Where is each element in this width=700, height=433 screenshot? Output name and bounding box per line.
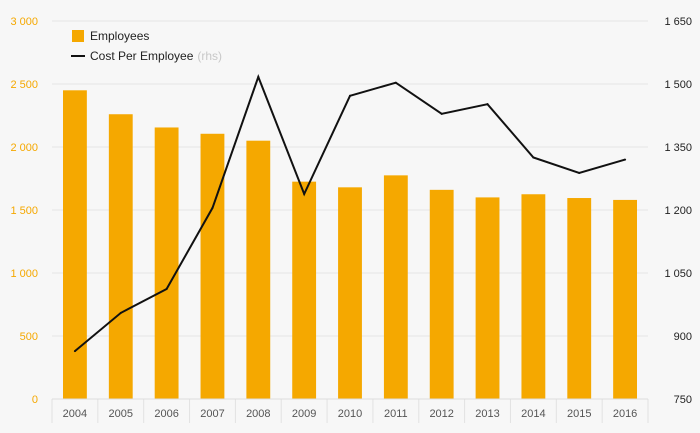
y-left-tick-label: 1 500 xyxy=(10,205,38,217)
x-tick-label: 2008 xyxy=(246,408,270,420)
bar-2006 xyxy=(154,127,179,399)
point-2007 xyxy=(211,206,214,209)
x-tick-label: 2010 xyxy=(338,408,362,420)
point-2009 xyxy=(303,193,306,196)
y-left-tick-label: 2 500 xyxy=(10,79,38,91)
bar-2010 xyxy=(338,187,362,399)
bar-2015 xyxy=(567,198,592,399)
bar-2004 xyxy=(63,90,87,400)
bar-2012 xyxy=(429,189,454,399)
legend-label-cost-per-employee: Cost Per Employee (rhs) xyxy=(90,49,222,63)
point-2014 xyxy=(532,156,535,159)
y-left-tick-label: 0 xyxy=(32,394,38,406)
x-tick-label: 2016 xyxy=(613,408,637,420)
legend-series-suffix: (rhs) xyxy=(197,49,222,63)
y-right-tick-label: 1 350 xyxy=(664,142,692,154)
y-left-tick-label: 3 000 xyxy=(10,16,38,28)
bar-2007 xyxy=(200,133,225,399)
bar-2011 xyxy=(383,175,408,399)
y-right-tick-label: 900 xyxy=(674,331,692,343)
legend: Employees Cost Per Employee (rhs) xyxy=(71,29,222,63)
y-right-tick-label: 1 050 xyxy=(664,268,692,280)
x-tick-label: 2007 xyxy=(200,408,224,420)
point-2011 xyxy=(394,81,397,84)
bar-2016 xyxy=(613,199,637,399)
x-tick-label: 2014 xyxy=(521,408,545,420)
bar-2009 xyxy=(292,181,317,399)
grid-layer xyxy=(51,20,649,423)
axes: 0 500 1 000 1 500 2 000 2 500 3 000 750 900 1 050… xyxy=(10,16,692,420)
x-tick-label: 2005 xyxy=(109,408,133,420)
x-tick-label: 2004 xyxy=(63,408,87,420)
bar-series-employees xyxy=(63,90,637,400)
point-2004 xyxy=(73,350,76,353)
x-tick-label: 2011 xyxy=(384,408,408,420)
point-2012 xyxy=(440,112,443,115)
bar-2008 xyxy=(246,140,271,399)
y-left-tick-label: 2 000 xyxy=(10,142,38,154)
y-right-tick-label: 1 500 xyxy=(664,79,692,91)
point-2006 xyxy=(165,287,168,290)
legend-label-employees: Employees xyxy=(90,29,149,43)
point-2015 xyxy=(578,172,581,175)
y-right-tick-label: 750 xyxy=(674,394,692,406)
bar-2005 xyxy=(108,114,133,400)
point-2010 xyxy=(349,94,351,97)
x-tick-label: 2012 xyxy=(429,408,453,420)
x-tick-label: 2006 xyxy=(154,408,178,420)
point-2005 xyxy=(119,311,122,314)
legend-swatch-employees xyxy=(72,30,84,42)
point-2013 xyxy=(486,103,489,106)
bar-2013 xyxy=(475,197,500,399)
y-right-tick-label: 1 200 xyxy=(664,205,692,217)
bar-2014 xyxy=(521,194,546,399)
line-series-cost-per-employee xyxy=(73,74,627,353)
y-left-tick-label: 500 xyxy=(20,331,38,343)
y-right-tick-label: 1 650 xyxy=(664,16,692,28)
x-tick-label: 2013 xyxy=(475,408,499,420)
point-2008 xyxy=(257,75,260,78)
legend-series-name: Cost Per Employee xyxy=(90,49,194,63)
y-left-tick-label: 1 000 xyxy=(10,268,38,280)
point-2016 xyxy=(624,158,627,161)
x-tick-label: 2015 xyxy=(567,408,591,420)
x-tick-label: 2009 xyxy=(292,408,316,420)
